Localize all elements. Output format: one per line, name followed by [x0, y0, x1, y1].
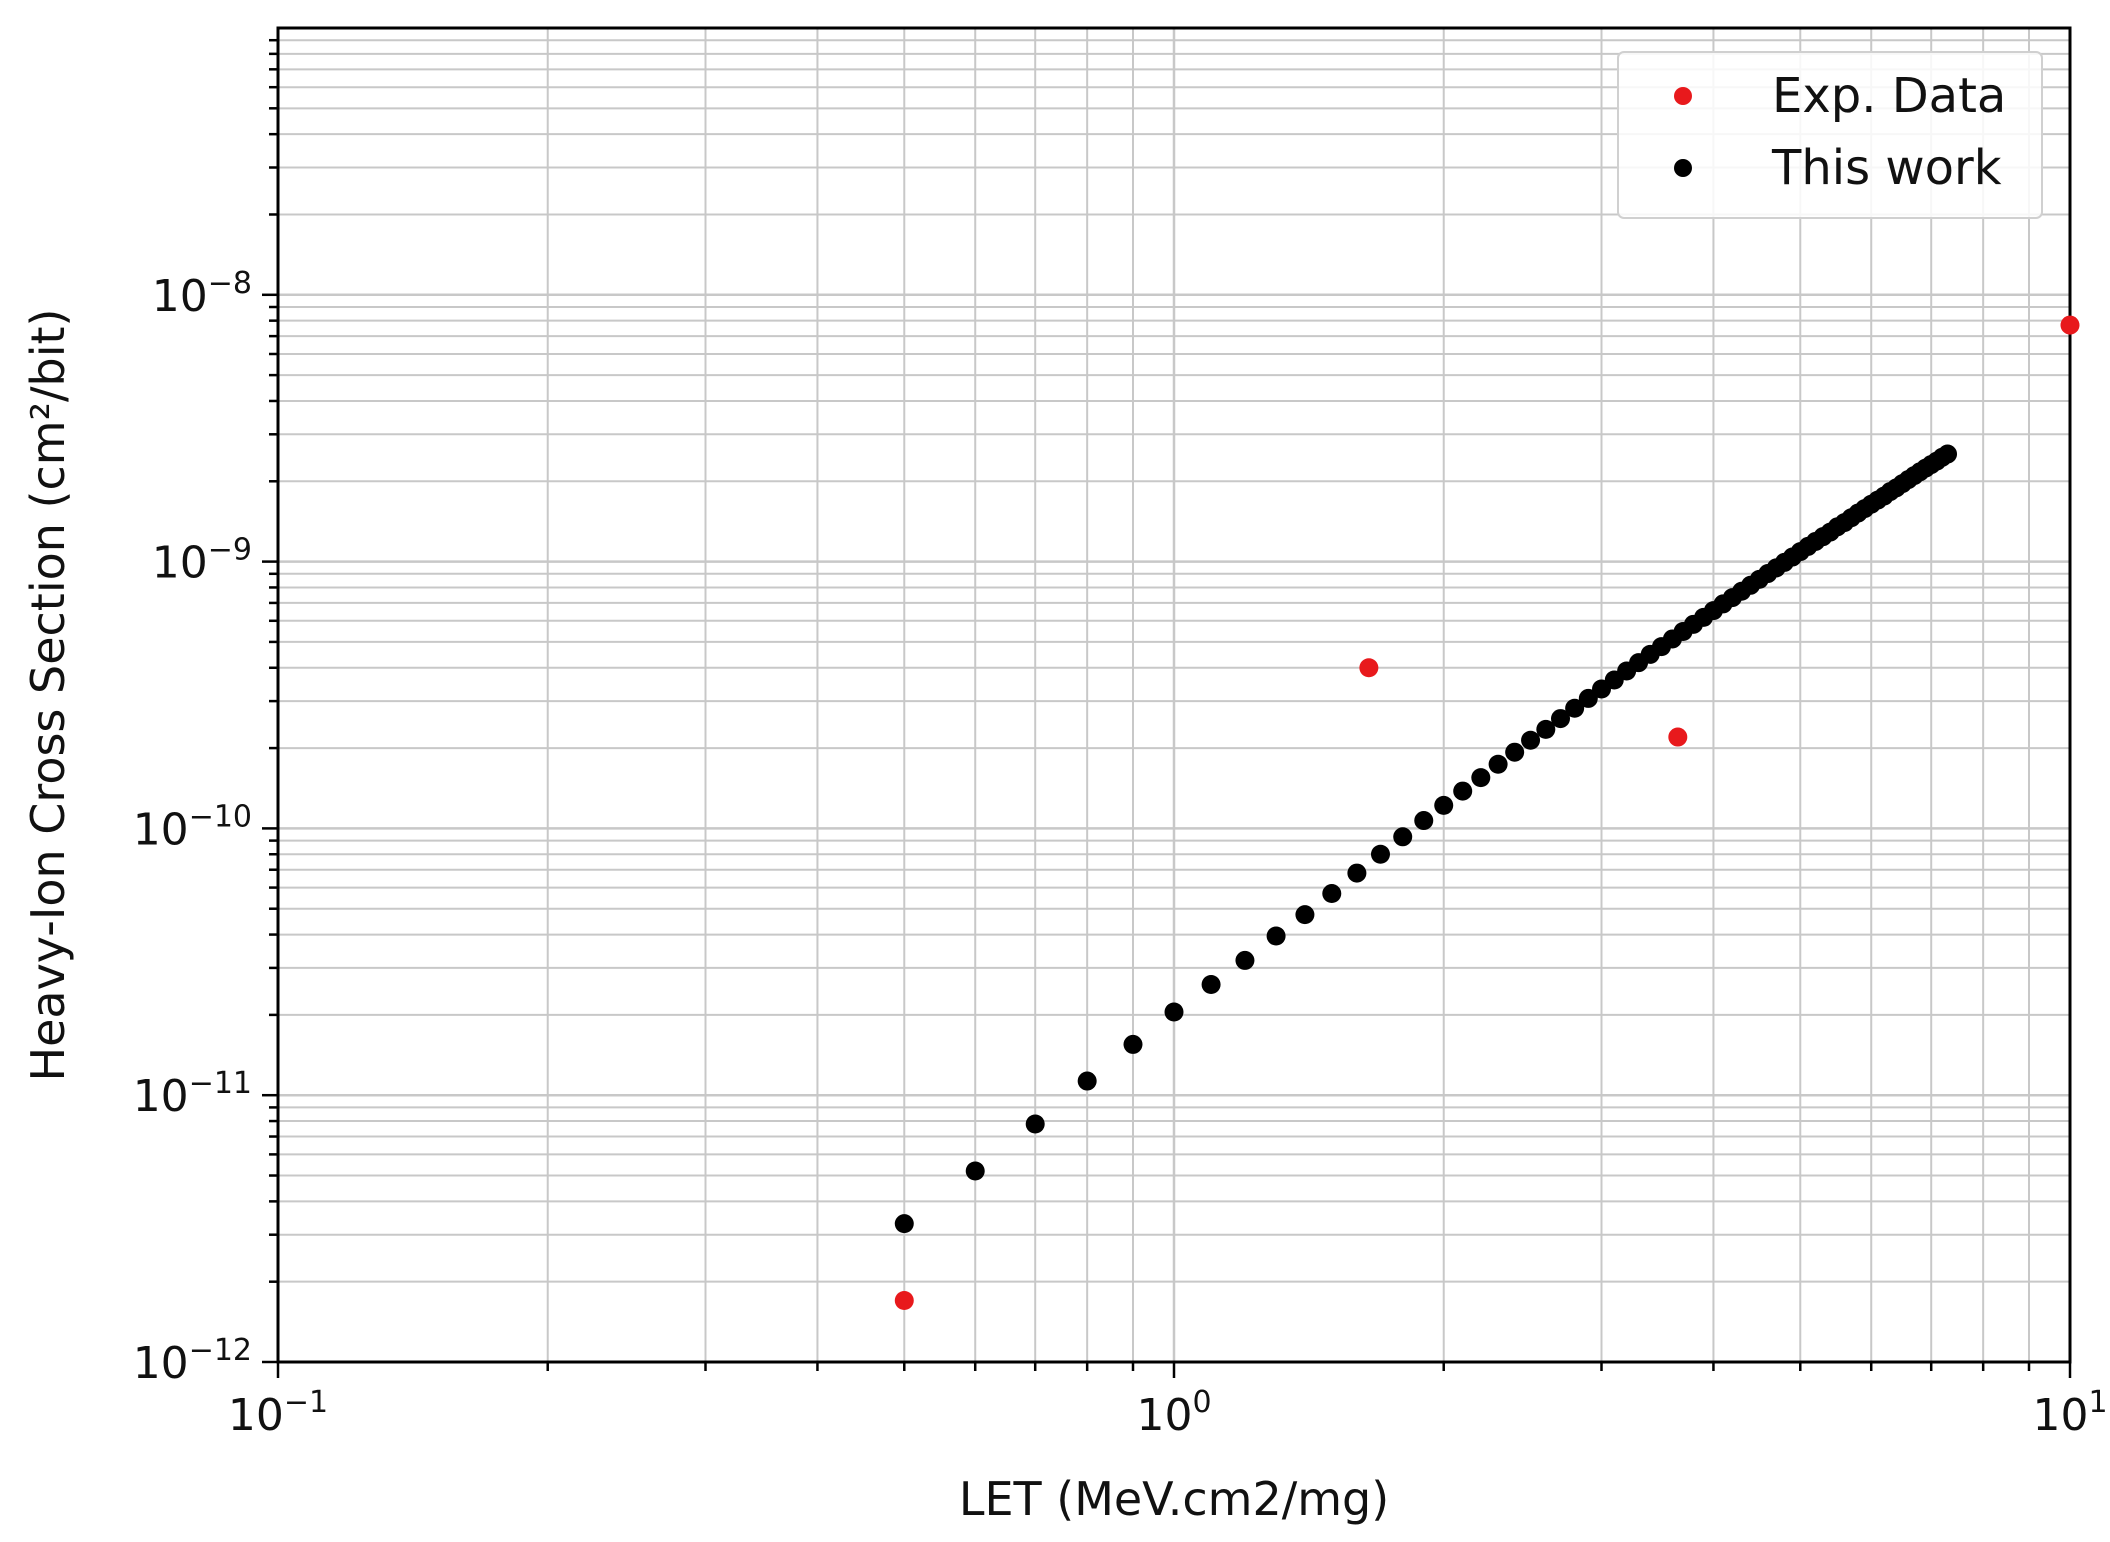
this-work-point [1578, 688, 1598, 708]
this-work-point [1521, 730, 1541, 750]
y-tick-label: 10−10 [133, 799, 252, 855]
exp-data-point [2060, 315, 2080, 335]
x-axis-label: LET (MeV.cm2/mg) [959, 1472, 1389, 1526]
this-work-point [1565, 698, 1585, 718]
y-tick-label: 10−11 [133, 1066, 252, 1122]
y-tick-labels: 10−12 10−11 10−10 10−9 10−8 [133, 266, 252, 1389]
this-work-point [1393, 827, 1413, 847]
this-work-point [1370, 844, 1390, 864]
this-work-point [1123, 1034, 1143, 1054]
legend-label-exp-data: Exp. Data [1772, 68, 2006, 124]
x-tick-labels: 10−1 100 101 [228, 1385, 2108, 1441]
this-work-point [1025, 1114, 1045, 1134]
exp-data-point [894, 1291, 914, 1311]
this-work-point [1551, 709, 1571, 729]
this-work-point [1266, 926, 1286, 946]
this-work-point [1536, 719, 1556, 739]
this-work-point [1077, 1071, 1097, 1091]
this-work-point [1453, 781, 1473, 801]
x-tick-label: 101 [2032, 1385, 2107, 1441]
this-work-point [1322, 884, 1342, 904]
legend-marker-this-work [1674, 159, 1692, 177]
axis-ticks [262, 38, 2072, 1378]
legend: Exp. Data This work [1617, 51, 2043, 219]
this-work-point [1414, 811, 1434, 831]
y-tick-label: 10−8 [152, 266, 252, 322]
y-tick-label: 10−9 [152, 533, 252, 589]
data-points [894, 315, 2080, 1311]
exp-data-point [1668, 727, 1688, 747]
legend-box [1617, 51, 2043, 219]
x-tick-label: 10−1 [228, 1385, 328, 1441]
y-tick-label: 10−12 [133, 1333, 252, 1389]
this-work-point [1201, 974, 1221, 994]
this-work-point [1471, 768, 1491, 788]
legend-label-this-work: This work [1771, 140, 2002, 196]
legend-marker-exp-data [1674, 87, 1692, 105]
this-work-point [1295, 905, 1315, 925]
y-axis-label: Heavy-Ion Cross Section (cm²/bit) [21, 309, 75, 1082]
x-tick-label: 100 [1136, 1385, 1211, 1441]
this-work-point [965, 1161, 985, 1181]
this-work-point [894, 1214, 914, 1234]
this-work-point [1164, 1002, 1184, 1022]
grid [276, 28, 2070, 1364]
this-work-point [1235, 950, 1255, 970]
this-work-point [1938, 444, 1958, 464]
this-work-point [1347, 863, 1367, 883]
this-work-point [1488, 754, 1508, 774]
this-work-point [1434, 795, 1454, 815]
exp-data-point [1359, 658, 1379, 678]
this-work-point [1505, 742, 1525, 762]
